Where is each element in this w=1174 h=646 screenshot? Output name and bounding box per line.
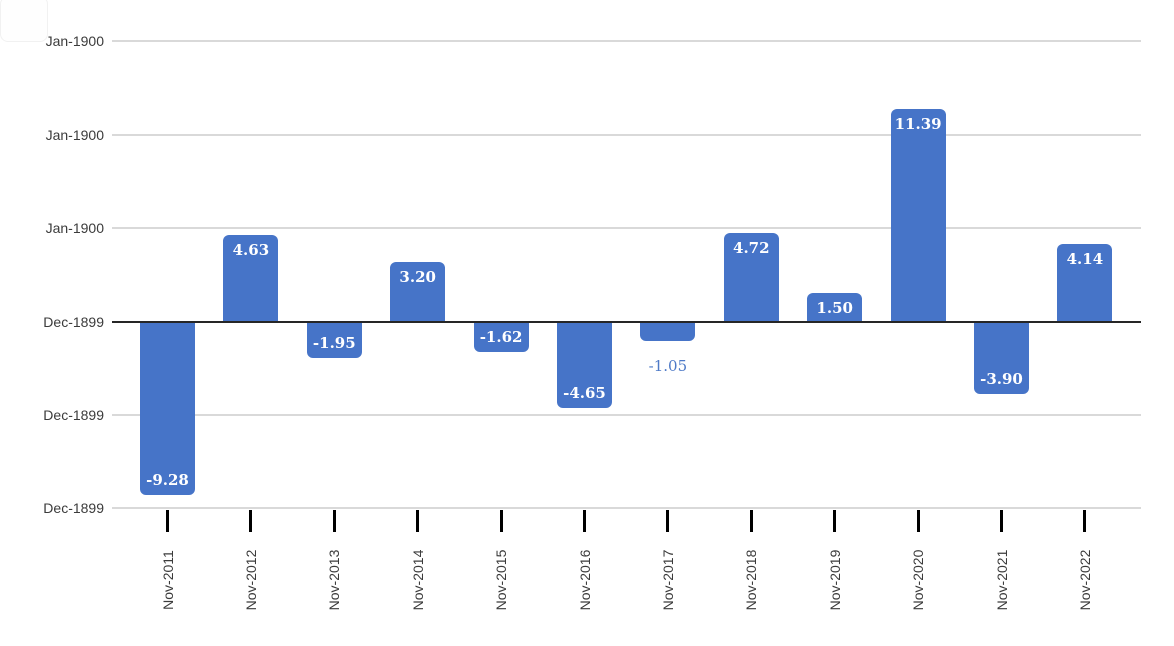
gridline (112, 227, 1141, 230)
bar-value-label: 1.50 (816, 299, 853, 318)
bar-nov-2011: -9.28 (140, 321, 195, 495)
x-axis-tick (749, 510, 753, 532)
gridline (112, 133, 1141, 136)
x-axis-label: Nov-2012 (242, 549, 259, 611)
gridline (112, 413, 1141, 416)
x-axis-label: Nov-2020 (910, 549, 927, 611)
x-axis-label: Nov-2015 (493, 549, 510, 611)
bar-nov-2012: 4.63 (223, 235, 279, 322)
bar-value-label-outside: -1.05 (648, 357, 688, 376)
x-axis-label: Nov-2018 (743, 549, 760, 611)
x-axis-tick (833, 510, 837, 532)
x-axis-tick (583, 510, 586, 532)
bar-nov-2013: -1.95 (306, 321, 362, 358)
y-axis-label: Jan-1900 (45, 126, 104, 143)
bar-value-label: 3.20 (399, 267, 436, 286)
x-axis-tick (1083, 510, 1087, 532)
bar-nov-2019: 1.50 (807, 293, 863, 322)
x-axis-label: Nov-2019 (826, 549, 843, 611)
zero-axis-line (112, 320, 1141, 323)
bar-nov-2016: -4.65 (557, 321, 612, 409)
bar-value-label: 11.39 (894, 114, 942, 133)
x-axis-label: Nov-2017 (659, 549, 676, 611)
bar-value-label: 4.63 (232, 241, 270, 259)
bar-nov-2022: 4.14 (1057, 244, 1113, 322)
y-axis-label: Dec-1899 (43, 313, 104, 330)
bar-value-label: -9.28 (146, 470, 189, 489)
x-axis-tick (332, 510, 336, 532)
bar-nov-2017 (640, 321, 696, 342)
y-axis-label: Jan-1900 (45, 220, 104, 237)
x-axis-label: Nov-2022 (1076, 549, 1093, 611)
bar-nov-2018: 4.72 (723, 233, 779, 322)
x-axis-tick (666, 510, 670, 532)
x-axis-tick (166, 510, 169, 532)
y-axis-label: Dec-1899 (43, 406, 104, 423)
bar-value-label: -1.95 (312, 333, 356, 352)
x-axis-label: Nov-2021 (993, 549, 1010, 611)
bar-value-label: -4.65 (563, 384, 606, 403)
x-axis-tick (916, 510, 920, 532)
x-axis-label: Nov-2014 (409, 549, 426, 611)
x-axis-tick (499, 510, 503, 532)
gridline (112, 40, 1141, 43)
y-axis-label: Jan-1900 (45, 33, 104, 50)
x-axis-tick (1000, 510, 1003, 532)
x-axis-tick (249, 510, 253, 532)
x-axis-label: Nov-2016 (576, 549, 593, 611)
bar-value-label: 4.14 (1066, 250, 1104, 269)
bar-value-label: -3.90 (980, 370, 1023, 389)
corner-artifact (0, 0, 48, 42)
bar-value-label: 4.72 (733, 239, 770, 258)
y-axis-label: Dec-1899 (43, 500, 104, 517)
bar-nov-2015: -1.62 (473, 321, 529, 352)
bar-nov-2014: 3.20 (390, 261, 446, 322)
x-axis-label: Nov-2011 (159, 550, 176, 610)
gridline (112, 507, 1141, 510)
x-axis-label: Nov-2013 (326, 549, 343, 611)
bar-value-label: -1.62 (479, 327, 523, 346)
bar-nov-2021: -3.90 (974, 321, 1029, 395)
bar-nov-2020: 11.39 (890, 108, 946, 322)
x-axis-tick (416, 510, 420, 532)
